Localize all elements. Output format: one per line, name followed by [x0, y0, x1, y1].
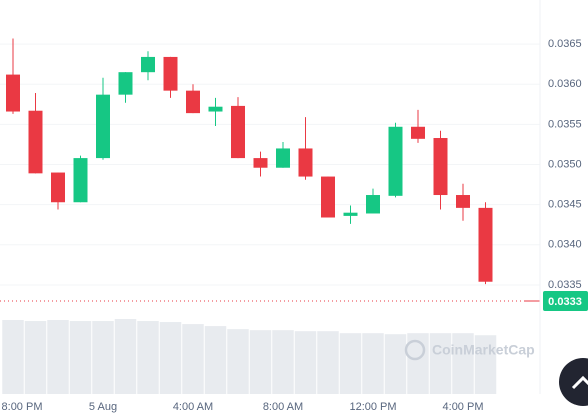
volume-bar	[339, 333, 362, 394]
y-tick-label: 0.0355	[548, 118, 582, 130]
volume-bar	[474, 335, 497, 394]
candle-body	[366, 195, 380, 214]
watermark-logo	[404, 339, 426, 361]
x-tick-label: 4:00 PM	[443, 401, 484, 413]
x-tick-label: 4:00 AM	[173, 401, 213, 413]
candle-body	[141, 56, 155, 73]
scroll-top-button[interactable]	[559, 358, 588, 406]
candle-body	[163, 56, 178, 91]
y-tick-label: 0.0360	[548, 78, 582, 90]
y-tick-label: 0.0350	[548, 158, 582, 170]
volume-bar	[47, 320, 69, 394]
candle-body	[118, 72, 133, 95]
candle-body	[28, 110, 43, 174]
y-tick-label: 0.0340	[548, 239, 582, 251]
watermark-text: CoinMarketCap	[432, 342, 535, 358]
scroll-top-circle[interactable]	[559, 358, 588, 406]
volume-bar	[159, 322, 182, 394]
y-tick-label: 0.0345	[548, 199, 582, 211]
volume-bar	[69, 321, 92, 394]
candle-body	[478, 207, 493, 282]
candle-body	[321, 176, 335, 218]
candle-body	[73, 158, 88, 203]
volume-bar	[452, 333, 474, 394]
volume-bar	[114, 319, 137, 394]
volume-bar	[362, 333, 384, 394]
plot: 0.0335 0.0340 0.0345 0.0350 0.0355 0.0360 0.03…	[0, 38, 588, 413]
candle-body	[276, 148, 290, 168]
candle-body	[96, 94, 110, 159]
volume-bar	[137, 321, 159, 394]
candle-body	[343, 212, 358, 216]
volume-bar	[249, 330, 272, 394]
candle-body	[411, 126, 425, 139]
x-tick-label: 12:00 PM	[349, 401, 396, 413]
candle-body	[253, 158, 268, 168]
volume-bar	[227, 329, 249, 394]
candle-body	[6, 74, 20, 112]
volume-bar	[2, 320, 24, 394]
last-price-badge	[543, 291, 588, 311]
candle-body	[388, 126, 403, 196]
volume-bar	[294, 331, 317, 394]
candle-body	[186, 90, 200, 114]
candle-body	[51, 172, 65, 203]
candle-body	[456, 195, 470, 208]
y-tick-label: 0.0365	[548, 38, 582, 50]
volume-bar	[92, 321, 114, 394]
candle-body	[231, 105, 245, 159]
volume-bar	[182, 324, 204, 394]
candle-body	[433, 138, 448, 196]
volume-bar	[204, 326, 227, 394]
volume-bar	[24, 321, 47, 394]
y-tick-label: 0.0335	[548, 279, 582, 291]
last-price-label: 0.0333	[548, 296, 582, 308]
volume-bar	[429, 333, 452, 394]
x-tick-label: 8:00 AM	[263, 401, 303, 413]
volume-bar	[384, 334, 407, 394]
volume-bar	[317, 331, 339, 394]
candle-body	[298, 148, 313, 177]
scroll-top-icon[interactable]	[571, 375, 588, 390]
candle-body	[208, 106, 223, 112]
watermark: CoinMarketCap	[404, 339, 535, 361]
x-tick-label: 8:00 PM	[2, 401, 43, 413]
volume-bar	[272, 330, 294, 394]
x-tick-label: 5 Aug	[89, 401, 117, 413]
